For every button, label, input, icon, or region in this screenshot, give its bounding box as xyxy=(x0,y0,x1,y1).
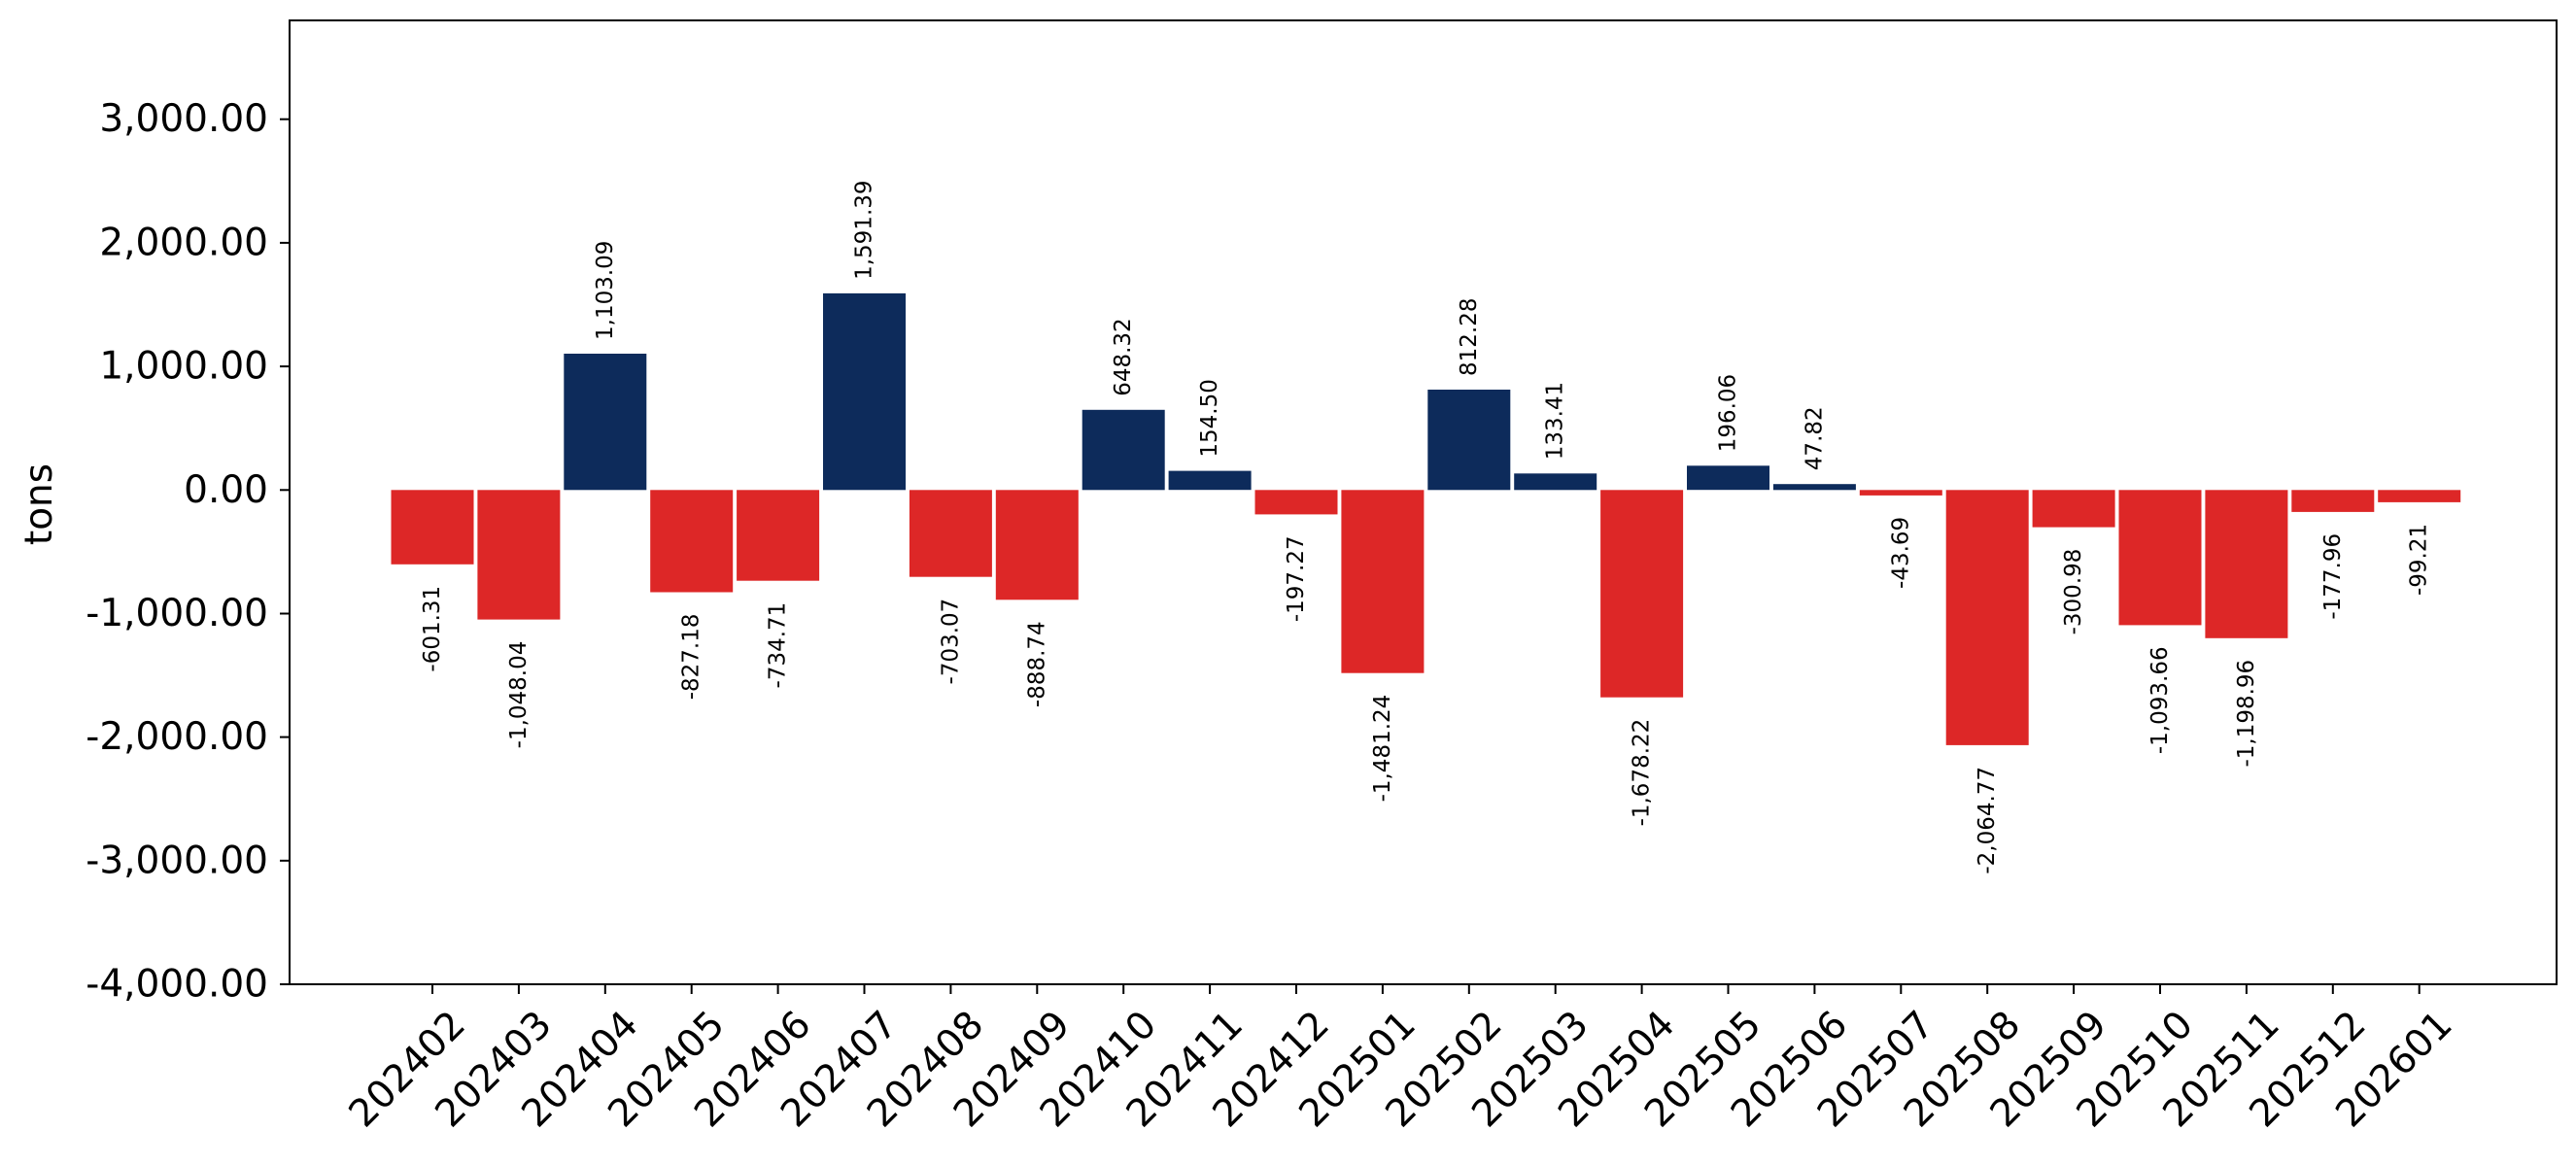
value-label-202501: -1,481.24 xyxy=(1370,695,1395,803)
bar-202601 xyxy=(2378,490,2461,502)
value-label-202506: 47.82 xyxy=(1802,406,1827,470)
y-tick-label: -3,000.00 xyxy=(86,839,268,882)
bar-202410 xyxy=(1082,409,1165,491)
value-label-202503: 133.41 xyxy=(1543,382,1568,460)
value-label-202409: -888.74 xyxy=(1024,621,1049,707)
value-label-202407: 1,591.39 xyxy=(852,180,877,279)
y-axis: 3,000.00 2,000.00 1,000.00 0.00 -1,000.00 -2,… xyxy=(86,97,290,1007)
plot-frame xyxy=(289,19,2558,985)
bar-202511 xyxy=(2205,490,2288,638)
value-label-202505: 196.06 xyxy=(1716,374,1741,452)
bar-202403 xyxy=(477,490,561,620)
value-label-202411: 154.50 xyxy=(1197,379,1222,457)
bar-202508 xyxy=(1945,490,2029,745)
bar-202404 xyxy=(564,354,647,491)
bar-202509 xyxy=(2032,490,2115,528)
value-label-202504: -1,678.22 xyxy=(1630,719,1655,827)
bar-202506 xyxy=(1772,484,1856,491)
bar-202505 xyxy=(1687,465,1769,491)
bar-202402 xyxy=(391,490,474,565)
y-tick-label: 2,000.00 xyxy=(99,221,268,264)
value-label-202512: -177.96 xyxy=(2320,533,2346,620)
bar-202504 xyxy=(1600,490,1684,698)
value-label-202508: -2,064.77 xyxy=(1975,767,2000,874)
y-tick-label: -2,000.00 xyxy=(86,715,268,759)
value-label-202403: -1,048.04 xyxy=(506,641,532,749)
bar-202503 xyxy=(1514,473,1597,491)
x-axis: 2024022024032024042024052024062024072024… xyxy=(341,984,2461,1136)
bar-202406 xyxy=(737,490,820,581)
bars-group xyxy=(391,292,2461,745)
bar-202512 xyxy=(2291,490,2375,512)
bar-202510 xyxy=(2118,490,2202,626)
value-label-202509: -300.98 xyxy=(2061,549,2086,635)
value-label-202601: -99.21 xyxy=(2407,524,2432,596)
bar-202405 xyxy=(650,490,734,593)
y-tick-label: 0.00 xyxy=(184,468,268,512)
y-tick-label: -1,000.00 xyxy=(86,592,268,635)
value-label-202406: -734.71 xyxy=(766,602,791,689)
bar-202407 xyxy=(823,292,906,491)
value-label-202410: 648.32 xyxy=(1111,318,1136,395)
value-label-202408: -703.07 xyxy=(938,599,963,685)
value-labels-group: -601.31 -1,048.04 1,103.09 -827.18 -734.71 1,… xyxy=(420,180,2432,874)
value-label-202507: -43.69 xyxy=(1888,517,1913,589)
value-label-202402: -601.31 xyxy=(420,586,445,672)
y-tick-label: -4,000.00 xyxy=(86,963,268,1007)
bar-202408 xyxy=(909,490,992,577)
y-tick-label: 1,000.00 xyxy=(99,345,268,389)
value-label-202510: -1,093.66 xyxy=(2147,646,2173,754)
bar-202411 xyxy=(1168,470,1252,491)
y-tick-label: 3,000.00 xyxy=(99,97,268,141)
value-label-202405: -827.18 xyxy=(679,614,704,701)
value-label-202404: 1,103.09 xyxy=(593,241,618,340)
bar-202507 xyxy=(1859,490,1942,496)
y-axis-label: tons xyxy=(17,463,61,545)
value-label-202412: -197.27 xyxy=(1284,535,1309,622)
value-label-202511: -1,198.96 xyxy=(2234,660,2259,768)
value-label-202502: 812.28 xyxy=(1457,298,1482,376)
bar-202502 xyxy=(1427,390,1511,491)
bar-202409 xyxy=(995,490,1079,600)
bar-202501 xyxy=(1341,490,1425,673)
bar-202412 xyxy=(1254,490,1338,515)
